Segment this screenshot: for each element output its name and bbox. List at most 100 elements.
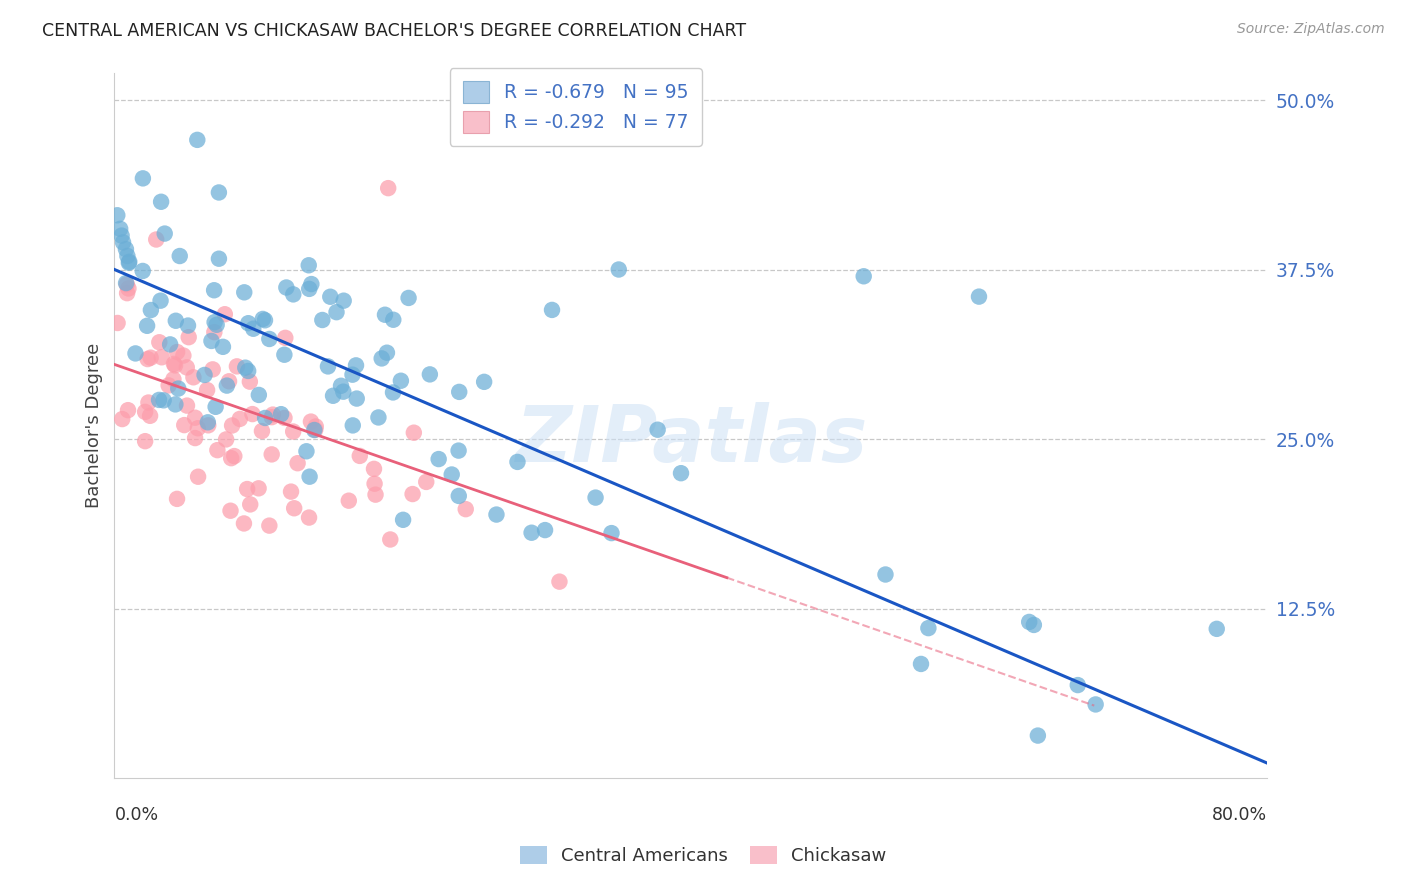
Point (262, 408, 284, 422)
Point (382, 385, 405, 400)
Point (273, 410, 295, 425)
Point (204, 315, 226, 329)
Point (607, 262, 630, 277)
Point (177, 330, 200, 344)
Point (247, 388, 270, 402)
Point (219, 451, 242, 466)
Point (225, 359, 247, 374)
Point (419, 368, 441, 382)
Point (967, 290, 990, 304)
Point (1205, 622, 1227, 636)
Point (276, 280, 298, 294)
Point (541, 302, 564, 317)
Point (242, 322, 264, 336)
Point (392, 513, 415, 527)
Point (197, 415, 219, 429)
Point (875, 567, 897, 582)
Point (148, 335, 170, 350)
Point (304, 423, 326, 437)
Point (287, 456, 309, 470)
Point (233, 285, 256, 300)
Point (115, 286, 138, 301)
Point (363, 476, 385, 491)
Point (159, 337, 181, 351)
Point (252, 312, 274, 326)
Point (176, 399, 198, 413)
Point (447, 489, 470, 503)
Point (253, 313, 276, 327)
Point (197, 418, 219, 433)
Point (165, 397, 187, 411)
Point (242, 407, 264, 421)
Point (134, 405, 156, 419)
Point (134, 434, 156, 449)
Point (238, 364, 260, 378)
Legend: R = -0.679   N = 95, R = -0.292   N = 77: R = -0.679 N = 95, R = -0.292 N = 77 (450, 68, 702, 146)
Point (107, 316, 129, 330)
Point (118, 256, 141, 270)
Point (110, 228, 132, 243)
Point (332, 384, 354, 399)
Legend: Central Americans, Chickasaw: Central Americans, Chickasaw (512, 838, 894, 872)
Point (200, 334, 222, 348)
Point (344, 359, 367, 373)
Point (132, 264, 155, 278)
Point (260, 447, 283, 461)
Point (382, 312, 405, 326)
Point (238, 316, 260, 330)
Point (139, 409, 162, 423)
Point (172, 349, 194, 363)
Point (332, 293, 354, 308)
Point (270, 407, 292, 421)
Point (398, 291, 420, 305)
Point (342, 418, 364, 433)
Point (221, 418, 243, 433)
Point (298, 469, 321, 483)
Point (239, 375, 262, 389)
Point (319, 290, 342, 304)
Point (187, 421, 209, 435)
Point (105, 208, 128, 222)
Point (401, 487, 423, 501)
Point (115, 276, 138, 290)
Point (330, 378, 353, 392)
Point (115, 277, 138, 292)
Point (380, 533, 402, 547)
Point (212, 340, 235, 354)
Point (229, 412, 252, 426)
Point (472, 375, 495, 389)
Point (447, 443, 470, 458)
Point (389, 374, 412, 388)
Point (311, 313, 333, 327)
Point (204, 400, 226, 414)
Point (176, 360, 198, 375)
Point (177, 318, 200, 333)
Point (165, 314, 187, 328)
Point (280, 484, 302, 499)
Point (207, 443, 229, 458)
Point (273, 348, 295, 362)
Point (299, 277, 322, 291)
Point (259, 518, 281, 533)
Point (208, 186, 231, 200)
Point (162, 372, 184, 386)
Point (139, 351, 162, 365)
Point (219, 504, 242, 518)
Point (415, 475, 437, 489)
Point (117, 281, 139, 295)
Point (346, 392, 368, 406)
Point (183, 370, 205, 384)
Point (184, 410, 207, 425)
Point (585, 491, 607, 505)
Point (202, 283, 225, 297)
Point (173, 418, 195, 433)
Point (316, 359, 339, 374)
Point (322, 389, 344, 403)
Point (169, 249, 191, 263)
Point (233, 360, 256, 375)
Point (374, 308, 396, 322)
Point (187, 469, 209, 483)
Point (325, 305, 347, 319)
Point (298, 282, 321, 296)
Point (115, 242, 138, 256)
